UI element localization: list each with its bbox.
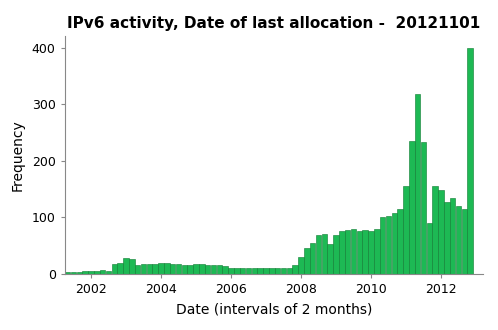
Bar (368, 231, 374, 274)
Bar (339, 231, 345, 274)
Bar (217, 265, 222, 274)
Bar (211, 265, 216, 274)
Bar (298, 257, 304, 274)
Bar (374, 229, 380, 274)
Bar (123, 258, 129, 274)
Bar (152, 264, 158, 274)
Bar (287, 268, 292, 274)
Bar (164, 263, 170, 274)
Bar (403, 186, 409, 274)
Bar (222, 266, 228, 274)
Bar (240, 268, 246, 274)
Bar (392, 214, 397, 274)
Bar (333, 235, 339, 274)
Bar (176, 264, 181, 274)
Bar (327, 245, 333, 274)
Bar (53, 273, 59, 274)
Bar (304, 248, 310, 274)
Bar (380, 217, 385, 274)
Bar (106, 271, 111, 274)
Bar (94, 271, 100, 274)
Bar (269, 268, 275, 274)
Bar (112, 264, 117, 274)
Bar (275, 268, 280, 274)
Bar (170, 264, 175, 274)
Bar (415, 94, 420, 274)
Bar (432, 186, 438, 274)
Bar (129, 259, 135, 274)
Bar (187, 265, 193, 274)
Bar (421, 142, 426, 274)
Bar (117, 263, 123, 274)
Bar (292, 265, 298, 274)
Bar (228, 268, 234, 274)
Bar (146, 264, 152, 274)
Bar (450, 198, 455, 274)
Bar (182, 265, 187, 274)
Bar (141, 264, 146, 274)
Bar (100, 270, 106, 274)
Bar (251, 268, 257, 274)
Y-axis label: Frequency: Frequency (11, 119, 25, 191)
Bar (82, 271, 88, 274)
Bar (409, 141, 415, 274)
Bar (263, 268, 269, 274)
Bar (386, 215, 391, 274)
Bar (351, 229, 357, 274)
X-axis label: Date (intervals of 2 months): Date (intervals of 2 months) (176, 303, 372, 317)
Bar (444, 202, 450, 274)
Bar (322, 234, 327, 274)
Bar (427, 223, 432, 274)
Bar (357, 231, 362, 274)
Bar (362, 230, 368, 274)
Bar (456, 206, 461, 274)
Bar (467, 48, 473, 274)
Bar (71, 272, 76, 274)
Bar (88, 271, 94, 274)
Bar (59, 272, 65, 274)
Bar (257, 268, 263, 274)
Bar (193, 264, 199, 274)
Bar (462, 209, 467, 274)
Bar (234, 268, 240, 274)
Bar (316, 235, 321, 274)
Bar (135, 265, 140, 274)
Bar (397, 209, 403, 274)
Bar (65, 272, 70, 274)
Bar (158, 263, 164, 274)
Bar (281, 268, 286, 274)
Bar (345, 230, 351, 274)
Bar (199, 264, 205, 274)
Bar (77, 272, 82, 274)
Bar (246, 268, 251, 274)
Bar (438, 190, 444, 274)
Bar (205, 265, 210, 274)
Bar (310, 243, 315, 274)
Title: IPv6 activity, Date of last allocation -  20121101: IPv6 activity, Date of last allocation -… (67, 16, 481, 31)
